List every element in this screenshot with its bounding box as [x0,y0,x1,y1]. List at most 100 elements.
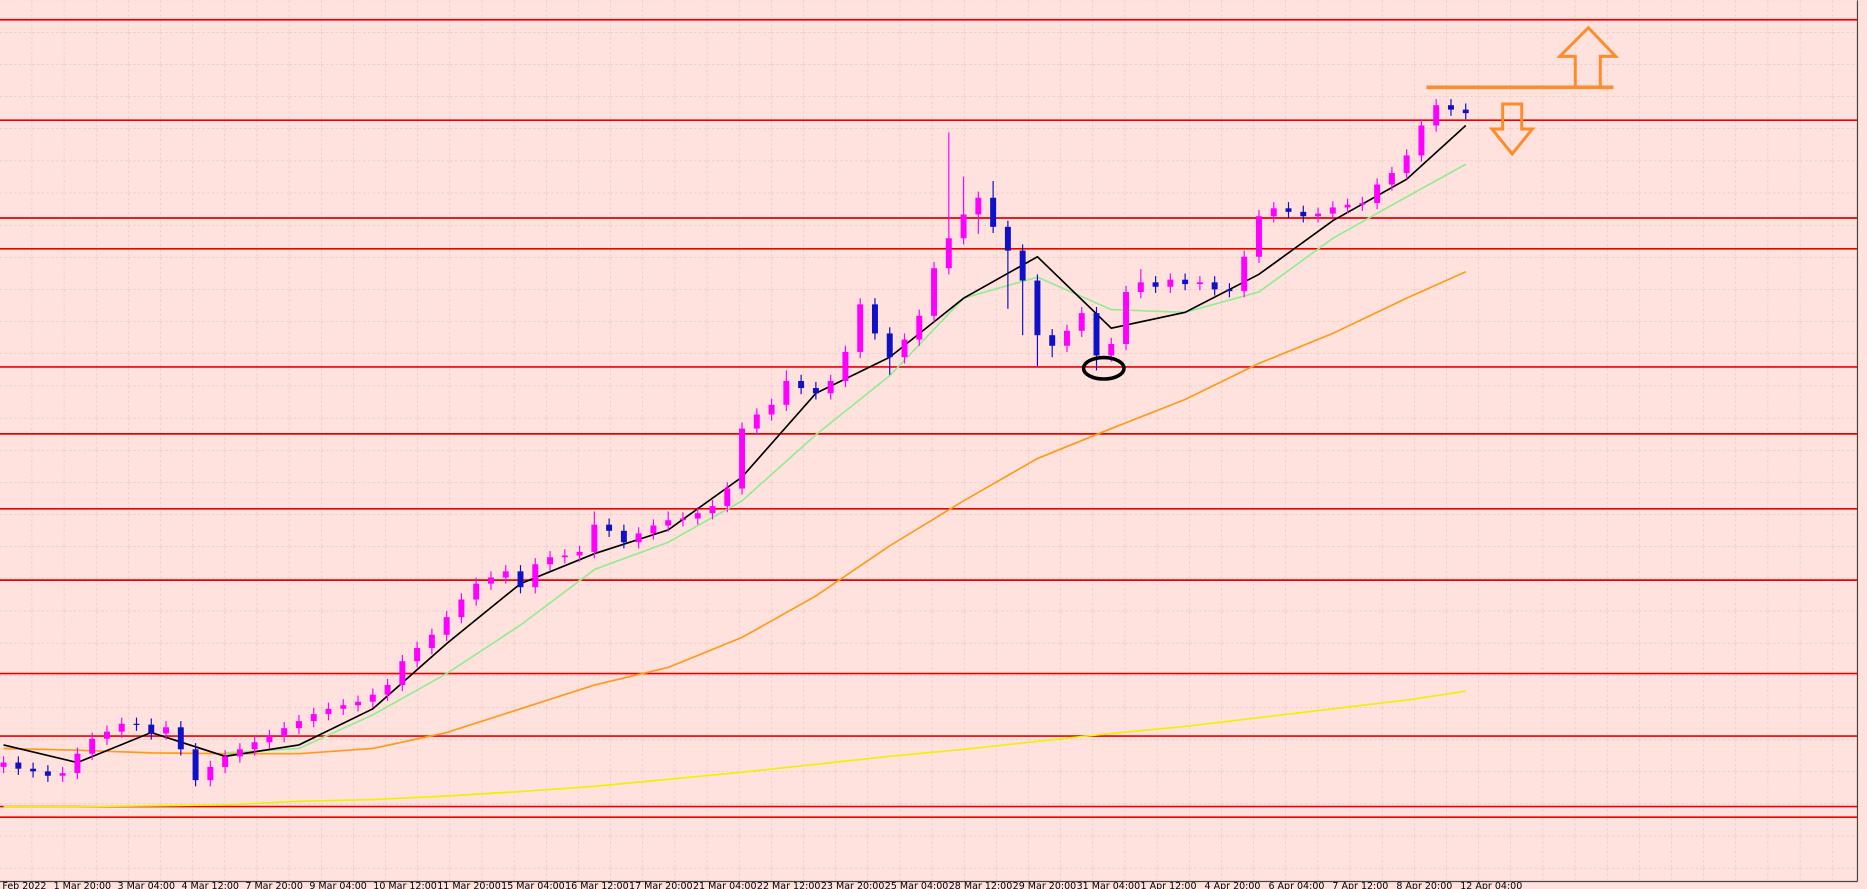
time-label: 7 Apr 12:00 [1332,881,1388,889]
moving-average [225,163,1467,754]
candle-body [1374,184,1381,204]
candle-body [207,766,214,781]
candle-body [89,738,96,754]
time-label: 15 Mar 04:00 [501,881,565,889]
time-label: 10 Mar 12:00 [373,881,437,889]
candle-body [990,197,997,227]
candle-body [281,728,288,737]
candle-body [1329,207,1336,214]
candle-body [0,762,7,767]
candle-body [1034,280,1041,336]
time-label: 17 Mar 20:00 [629,881,693,889]
candle-body [1196,282,1203,285]
candle-body [148,724,155,734]
candle-body [177,727,184,750]
time-label: 8 Apr 20:00 [1396,881,1452,889]
time-label: 1 Mar 20:00 [54,881,111,889]
candle-body [842,351,849,382]
candle-body [916,315,923,340]
candle-body [812,388,819,394]
candle-body [369,694,376,702]
candle-body [236,749,243,757]
candle-body [532,564,539,588]
candle-body [798,381,805,389]
time-label: 25 Mar 04:00 [885,881,949,889]
price-axis [1857,0,1867,882]
candle-body [295,721,302,729]
candle-body [1344,204,1351,208]
time-label: 16 Mar 12:00 [565,881,629,889]
candle-body [118,723,125,732]
candle-body [133,723,140,725]
candle-body [886,333,893,358]
candle-body [901,339,908,358]
candle-body [59,773,66,776]
candle-body [473,583,480,600]
candle-body [931,268,938,316]
candle-body [251,742,258,750]
candle-body [428,634,435,648]
candle-body [487,577,494,584]
candle-body [606,524,613,531]
candle-body [709,506,716,514]
low-marker [1081,355,1126,381]
candle-body [222,756,229,767]
candle-body [384,684,391,695]
time-label: 28 Mar 12:00 [949,881,1013,889]
annotations [1081,25,1620,381]
candle-body [945,238,952,269]
time-label: 4 Apr 20:00 [1205,881,1261,889]
candle-body [458,599,465,618]
candle-body [443,617,450,635]
candle-body [502,571,509,578]
candle-body [1462,109,1469,114]
candle-body [1255,216,1262,257]
time-label: 23 Mar 20:00 [821,881,885,889]
candle-body [325,708,332,715]
candle-body [827,381,834,394]
candle-body [1078,313,1085,331]
candle-body [399,661,406,685]
time-label: 4 Mar 12:00 [181,881,238,889]
candle-body [15,762,22,769]
candle-body [739,428,746,489]
candle-body [1211,282,1218,290]
time-label: 1 Apr 12:00 [1141,881,1197,889]
candle-body [753,414,760,429]
time-label: 21 Mar 04:00 [693,881,757,889]
candle-body [694,513,701,519]
candle-body [1063,330,1070,346]
time-label: 9 Mar 04:00 [309,881,366,889]
candle-body [517,571,524,588]
candle-body [192,749,199,781]
candle-body [1447,105,1454,110]
candle-body [620,530,627,543]
candle-body [44,771,51,776]
candle-body [960,214,967,239]
up-arrow [1556,25,1620,89]
time-label: Feb 2022 [2,881,46,889]
candle-body [871,304,878,334]
candle-body [414,647,421,662]
candle-body [857,304,864,352]
candle-body [1388,173,1395,185]
candle-body [1152,282,1159,287]
candle-body [1123,292,1130,345]
candle-body [1019,250,1026,281]
candle-body [266,736,273,743]
candle-body [163,727,170,734]
candle-body [724,488,731,507]
candle-body [783,381,790,405]
candle-body [1093,313,1100,356]
candle-body [1108,344,1115,356]
time-label: 22 Mar 12:00 [757,881,821,889]
candle-body [547,557,554,565]
candle-body [1241,256,1248,292]
candle-body [768,404,775,415]
candle-body [576,551,583,556]
candle-body [1004,226,1011,251]
candle-body [74,753,81,774]
